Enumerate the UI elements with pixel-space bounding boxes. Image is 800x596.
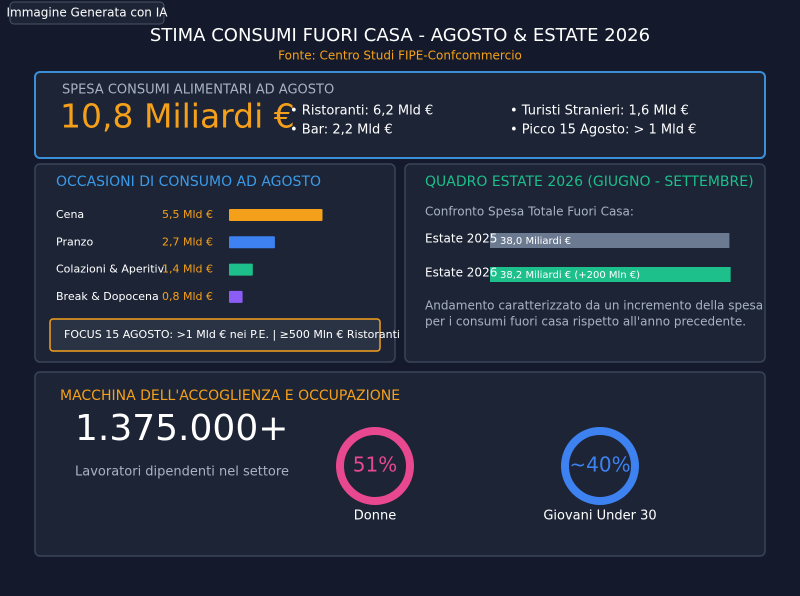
total-label: SPESA CONSUMI ALIMENTARI AD AGOSTO xyxy=(62,83,334,98)
bullet: • Bar: 2,2 Mld € xyxy=(290,123,393,138)
badge: Immagine Generata con IA xyxy=(7,6,169,20)
occasion-label: Break & Dopocena xyxy=(56,290,159,303)
focus-box xyxy=(49,318,381,352)
badge-box xyxy=(9,1,165,25)
summer-label: Estate 2025 xyxy=(425,232,497,246)
total-card xyxy=(34,71,766,159)
summer-subtitle: Confronto Spesa Totale Fuori Casa: xyxy=(425,205,634,219)
stat-label: Giovani Under 30 xyxy=(543,509,656,524)
focus: FOCUS 15 AGOSTO: >1 Mld € nei P.E. | ≥50… xyxy=(64,328,400,341)
employment-title: MACCHINA DELL'ACCOGLIENZA E OCCUPAZIONE xyxy=(60,388,400,404)
occasion-value: 1,4 Mld € xyxy=(162,263,213,276)
stat-value: 51% xyxy=(353,453,397,477)
occasion-value: 5,5 Mld € xyxy=(162,208,213,221)
stat-ring xyxy=(561,427,639,505)
occasion-label: Cena xyxy=(56,208,84,221)
bullet: • Turisti Stranieri: 1,6 Mld € xyxy=(510,104,689,119)
occasions-title: OCCASIONI DI CONSUMO AD AGOSTO xyxy=(56,174,321,190)
occasion-value: 0,8 Mld € xyxy=(162,290,213,303)
employment-caption: Lavoratori dipendenti nel settore xyxy=(75,465,289,480)
stat-value: ~40% xyxy=(569,453,630,477)
summer-bar xyxy=(490,267,731,282)
total-value: 10,8 Miliardi € xyxy=(60,97,295,136)
summer-value: 38,0 Miliardi € xyxy=(500,236,571,247)
employment-card xyxy=(34,371,766,557)
summer-label: Estate 2026 xyxy=(425,266,497,280)
occasion-label: Pranzo xyxy=(56,235,93,248)
stat-ring xyxy=(336,427,414,505)
bullet: • Picco 15 Agosto: > 1 Mld € xyxy=(510,123,696,138)
employment-value: 1.375.000+ xyxy=(75,408,288,449)
summer-note: per i consumi fuori casa rispetto all'an… xyxy=(425,315,746,329)
source: Fonte: Centro Studi FIPE-Confcommercio xyxy=(278,49,522,63)
occasion-bar xyxy=(229,263,253,276)
summer-value: 38,2 Miliardi € (+200 Mln €) xyxy=(500,270,640,281)
summer-note: Andamento caratterizzato da un increment… xyxy=(425,299,763,313)
occasion-value: 2,7 Mld € xyxy=(162,235,213,248)
occasion-bar xyxy=(229,209,323,221)
summer-card xyxy=(404,163,766,363)
stat-label: Donne xyxy=(354,509,396,524)
summer-title: QUADRO ESTATE 2026 (GIUGNO - SETTEMBRE) xyxy=(425,174,754,190)
occasion-bar xyxy=(229,236,275,249)
occasion-bar xyxy=(229,290,243,303)
title: STIMA CONSUMI FUORI CASA - AGOSTO & ESTA… xyxy=(150,25,650,46)
bullet: • Ristoranti: 6,2 Mld € xyxy=(290,104,433,119)
summer-bar xyxy=(490,233,730,248)
occasion-label: Colazioni & Aperitivi xyxy=(56,263,167,276)
